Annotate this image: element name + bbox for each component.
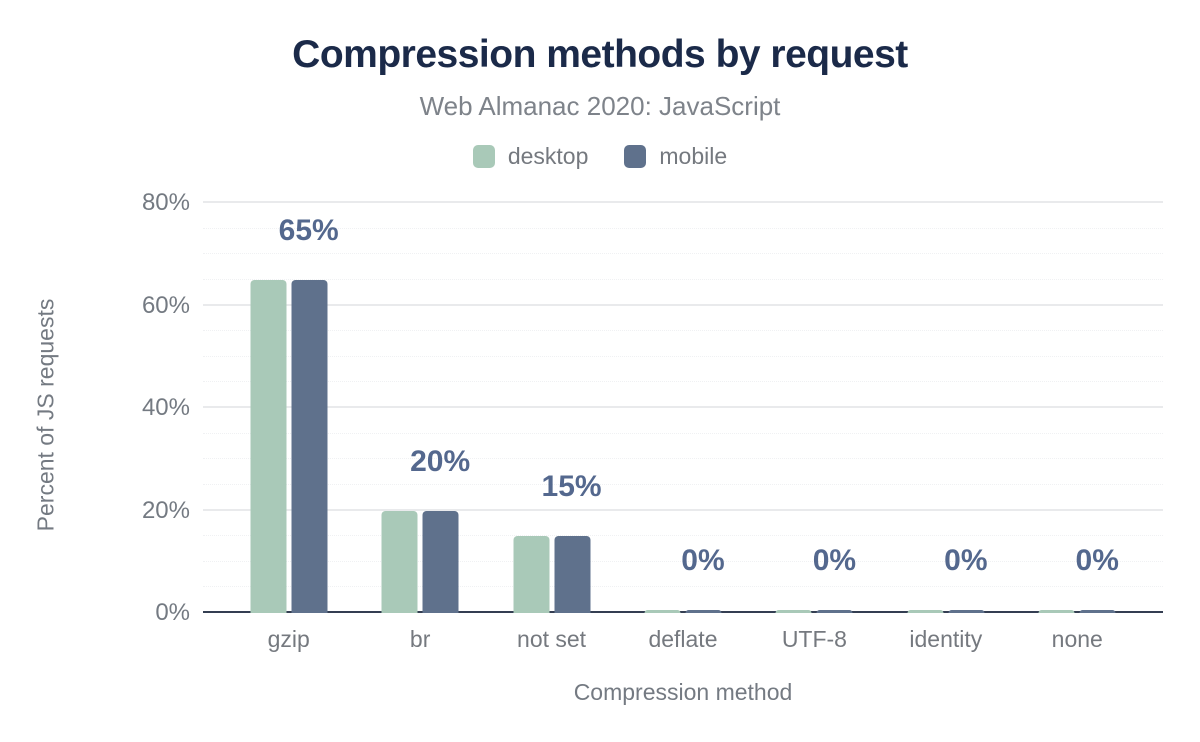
x-tick-label-none: none (1051, 626, 1103, 652)
bar-pair (250, 279, 328, 613)
minor-gridline-25 (203, 483, 1163, 485)
legend: desktop mobile (0, 143, 1200, 170)
mobile-bar-not-set[interactable] (554, 536, 591, 613)
mobile-bar-identity[interactable] (948, 610, 985, 613)
x-tick-label-not-set: not set (517, 626, 587, 652)
minor-gridline-55 (203, 330, 1163, 332)
desktop-bar-br[interactable] (381, 510, 418, 613)
legend-item-label: mobile (659, 143, 728, 169)
minor-gridline-50 (203, 355, 1163, 357)
category-column-none: 0% (1012, 195, 1143, 613)
category-column-gzip: 65% (223, 195, 354, 613)
y-tick-label-80: 80% (141, 189, 190, 216)
bar-pair (775, 610, 853, 613)
desktop-bar-deflate[interactable] (644, 610, 681, 613)
category-column-identity: 0% (880, 195, 1011, 613)
category-column-not-set: 15% (486, 195, 617, 613)
major-gridline-80 (203, 201, 1163, 203)
minor-gridline-10 (203, 560, 1163, 562)
chart-title: Compression methods by request (292, 33, 908, 76)
mobile-bar-deflate[interactable] (685, 610, 722, 613)
minor-gridline-65 (203, 278, 1163, 280)
bar-pair (513, 536, 591, 613)
minor-gridline-45 (203, 381, 1163, 383)
mobile-bar-br[interactable] (422, 510, 459, 613)
value-label-none: 0% (1075, 544, 1119, 577)
desktop-bar-none[interactable] (1038, 610, 1075, 613)
x-tick-label-gzip: gzip (267, 626, 310, 652)
chart-subtitle: Web Almanac 2020: JavaScript (419, 91, 781, 121)
category-column-UTF-8: 0% (749, 195, 880, 613)
bar-pair (381, 510, 459, 613)
value-label-gzip: 65% (278, 213, 339, 247)
x-tick-label-deflate: deflate (648, 626, 718, 652)
value-label-deflate: 0% (681, 544, 725, 577)
desktop-bar-gzip[interactable] (250, 279, 287, 613)
bar-pair (1038, 610, 1116, 613)
desktop-bar-UTF-8[interactable] (775, 610, 812, 613)
bar-pair (907, 610, 985, 613)
mobile-bar-gzip[interactable] (291, 279, 328, 613)
x-axis-labels: gzip br not set deflate UTF-8 identity none (203, 624, 1163, 654)
mobile-bar-UTF-8[interactable] (816, 610, 853, 613)
minor-gridline-75 (203, 227, 1163, 229)
bar-pair (644, 610, 722, 613)
legend-swatch-desktop (472, 145, 495, 168)
major-gridline-20 (203, 508, 1163, 511)
x-tick-label-UTF-8: UTF-8 (781, 626, 847, 652)
major-gridline-40 (203, 406, 1163, 408)
x-axis-line (203, 611, 1163, 613)
desktop-bar-identity[interactable] (907, 610, 944, 613)
y-tick-label-20: 20% (141, 496, 190, 524)
category-column-deflate: 0% (617, 195, 748, 613)
x-tick-label-identity: identity (909, 626, 983, 652)
minor-gridline-15 (203, 535, 1163, 537)
value-label-UTF-8: 0% (812, 544, 857, 577)
legend-swatch-mobile (624, 145, 647, 168)
y-tick-label-40: 40% (141, 394, 190, 421)
y-axis-ticks: 0% 20% 40% 60% 80% (0, 189, 190, 626)
value-label-br: 20% (410, 444, 471, 478)
desktop-bar-not-set[interactable] (513, 536, 550, 613)
legend-item-mobile[interactable]: mobile (624, 143, 727, 170)
x-tick-label-br: br (409, 626, 431, 652)
mobile-bar-none[interactable] (1079, 610, 1116, 613)
major-gridline-60 (203, 303, 1163, 306)
y-tick-label-0: 0% (155, 599, 190, 626)
value-label-identity: 0% (944, 544, 988, 577)
minor-gridline-5 (203, 586, 1163, 588)
minor-gridline-35 (203, 432, 1163, 434)
y-tick-label-60: 60% (141, 291, 190, 319)
value-label-not-set: 15% (541, 470, 602, 504)
legend-item-desktop[interactable]: desktop (472, 143, 589, 170)
x-axis-title: Compression method (573, 679, 793, 705)
minor-gridline-30 (203, 458, 1163, 460)
legend-item-label: desktop (507, 143, 589, 169)
category-column-br: 20% (354, 195, 485, 613)
plot-area: 65% 20% 15% 0% 0% 0% 0% (203, 195, 1163, 613)
minor-gridline-70 (203, 253, 1163, 255)
